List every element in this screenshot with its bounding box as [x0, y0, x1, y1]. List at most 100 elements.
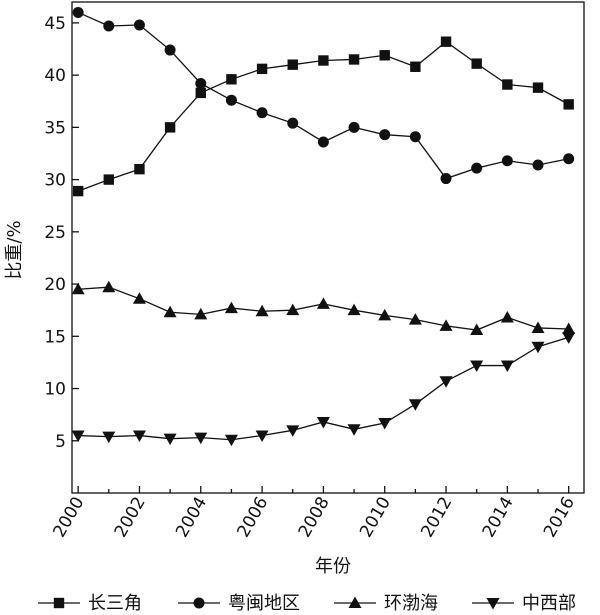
data-point: [562, 332, 576, 344]
legend-entry-2: 粤闽地区: [178, 593, 300, 614]
x-tick-label: 2014: [479, 494, 518, 541]
data-point: [194, 432, 208, 445]
data-point: [502, 79, 513, 90]
data-point: [378, 308, 392, 321]
data-point: [72, 6, 84, 18]
x-tick-label: 2010: [356, 494, 395, 541]
series-1: [72, 36, 574, 197]
legend-entry-1: 长三角: [38, 593, 142, 614]
data-point: [255, 430, 269, 443]
y-tick-label: 25: [44, 223, 66, 243]
legend-entry-4: 中西部: [472, 593, 576, 614]
data-point: [348, 121, 360, 133]
data-point: [287, 117, 299, 129]
data-point: [71, 282, 85, 295]
data-point: [500, 360, 514, 373]
data-point: [379, 129, 391, 141]
data-point: [132, 292, 146, 304]
y-axis-title: 比重/%: [4, 220, 25, 279]
data-point: [471, 58, 482, 69]
data-point: [408, 399, 422, 411]
data-point: [563, 99, 574, 110]
data-point: [563, 153, 575, 165]
x-tick-label: 2002: [111, 494, 150, 541]
data-point: [378, 418, 392, 430]
data-point: [132, 430, 146, 443]
data-point: [134, 163, 145, 175]
data-point: [440, 36, 452, 47]
plot-frame: [71, 1, 585, 494]
data-point: [256, 63, 268, 75]
legend-label: 粤闽地区: [228, 593, 300, 614]
y-tick-label: 15: [44, 327, 66, 347]
y-tick-label: 20: [44, 275, 66, 295]
series-line: [77, 11, 569, 180]
data-point: [562, 322, 576, 334]
data-point: [71, 430, 85, 443]
data-point: [226, 74, 237, 85]
series-layer: [71, 6, 576, 447]
x-axis-title: 年份: [315, 556, 351, 577]
data-point: [103, 174, 114, 185]
data-point: [164, 44, 176, 56]
data-point: [224, 434, 238, 447]
data-point: [410, 61, 421, 72]
data-point: [500, 310, 514, 323]
data-point: [318, 55, 329, 66]
data-point: [440, 173, 452, 185]
y-tick-label: 5: [55, 432, 66, 452]
x-tick-label: 2016: [540, 494, 579, 541]
data-point: [224, 301, 238, 314]
legend-entry-3: 环渤海: [334, 593, 438, 614]
data-point: [255, 304, 269, 317]
legend-label: 中西部: [522, 593, 576, 614]
data-point: [531, 321, 545, 333]
data-point: [287, 59, 298, 70]
data-point: [501, 155, 513, 167]
data-point: [470, 360, 484, 373]
data-point: [316, 297, 330, 309]
x-tick-label: 2008: [295, 494, 334, 541]
data-point: [531, 341, 545, 354]
data-point: [195, 87, 206, 99]
data-point: [225, 94, 237, 106]
data-point: [317, 136, 329, 148]
legend-marker: [53, 597, 65, 609]
x-tick-label: 2004: [172, 494, 211, 541]
x-tick-label: 2000: [50, 494, 89, 541]
legend: 长三角 粤闽地区 环渤海 中西部: [38, 593, 576, 614]
data-point: [379, 50, 390, 61]
x-tick-label: 2006: [233, 494, 272, 541]
y-tick-label: 40: [44, 66, 66, 86]
y-tick-label: 35: [44, 118, 66, 138]
data-point: [470, 323, 484, 336]
data-point: [163, 433, 177, 446]
y-tick-label: 30: [44, 171, 66, 191]
data-point: [133, 19, 145, 31]
legend-marker: [486, 598, 500, 610]
data-point: [72, 185, 84, 197]
data-point: [286, 303, 300, 316]
legend-label: 环渤海: [384, 593, 438, 614]
series-4: [71, 332, 576, 447]
data-point: [471, 162, 483, 174]
legend-marker: [348, 596, 362, 608]
data-point: [347, 303, 361, 316]
legend-label: 长三角: [88, 593, 142, 614]
data-point: [532, 82, 544, 93]
y-tick-label: 10: [44, 380, 66, 400]
data-point: [102, 280, 116, 293]
data-point: [439, 376, 453, 388]
data-point: [103, 20, 115, 32]
series-3: [71, 280, 576, 336]
data-point: [286, 425, 300, 437]
x-tick-label: 2012: [417, 494, 456, 541]
series-2: [72, 6, 575, 185]
data-point: [316, 416, 330, 429]
data-point: [409, 131, 421, 143]
data-point: [163, 305, 177, 318]
data-point: [164, 122, 176, 133]
y-tick-label: 45: [44, 14, 66, 34]
data-point: [439, 319, 453, 331]
